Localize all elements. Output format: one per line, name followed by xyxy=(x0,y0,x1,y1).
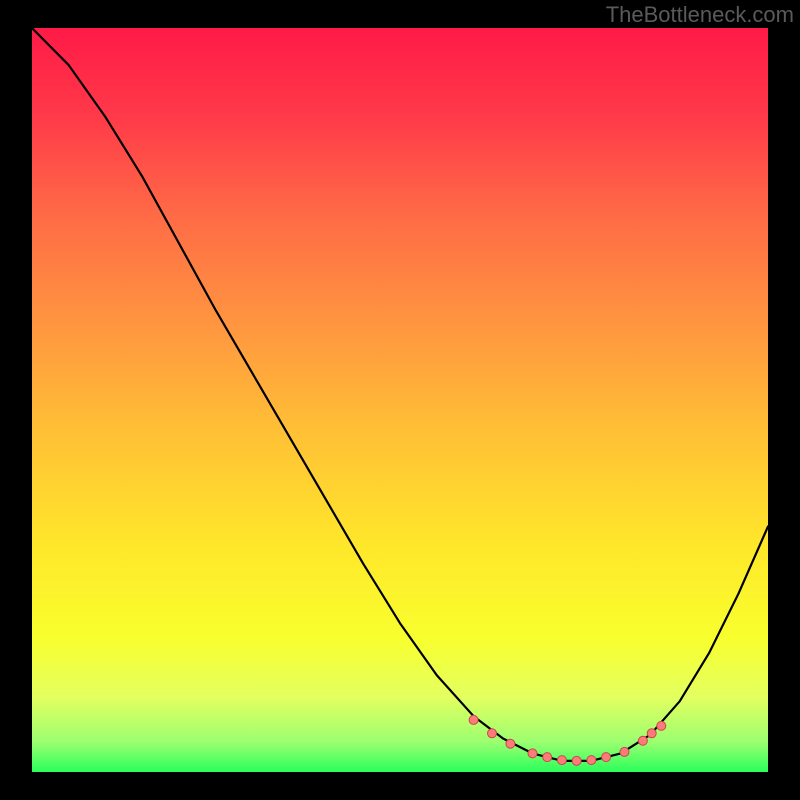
chart-marker-point xyxy=(602,753,611,762)
chart-marker-point xyxy=(488,729,497,738)
chart-marker-point xyxy=(557,756,566,765)
chart-plot-area xyxy=(32,28,768,772)
chart-marker-point xyxy=(543,753,552,762)
chart-marker-point xyxy=(572,756,581,765)
chart-marker-point xyxy=(528,749,537,758)
chart-marker-point xyxy=(638,736,647,745)
chart-marker-point xyxy=(587,756,596,765)
watermark-text: TheBottleneck.com xyxy=(606,2,794,28)
chart-gradient-background xyxy=(32,28,768,772)
bottleneck-curve-chart xyxy=(32,28,768,772)
chart-marker-point xyxy=(647,729,656,738)
chart-marker-point xyxy=(506,739,515,748)
chart-marker-point xyxy=(620,747,629,756)
chart-marker-point xyxy=(469,715,478,724)
chart-marker-point xyxy=(657,721,666,730)
